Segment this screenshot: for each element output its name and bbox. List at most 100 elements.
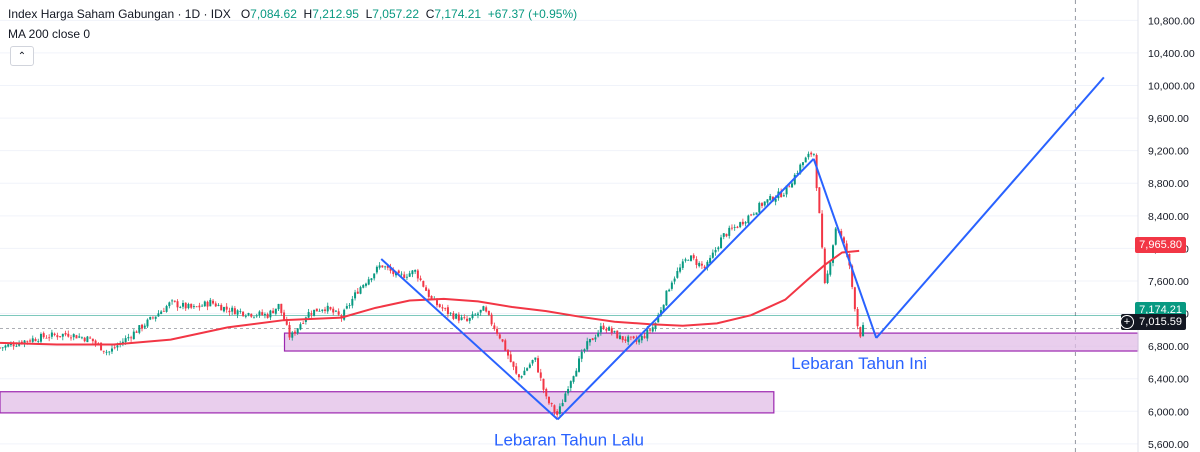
candle-body <box>337 311 340 315</box>
candle-body <box>37 341 40 343</box>
candle-body <box>676 270 679 278</box>
candle-body <box>242 311 245 316</box>
candle-body <box>386 265 389 268</box>
open-label: O <box>240 7 251 21</box>
candle-body <box>627 336 630 342</box>
candle-body <box>89 337 92 339</box>
candle-body <box>509 354 512 363</box>
candle-body <box>750 214 753 216</box>
candle-body <box>810 152 813 155</box>
candle-body <box>569 381 572 388</box>
candle-body <box>162 310 165 312</box>
candle-body <box>761 203 764 206</box>
candle-body <box>449 312 452 314</box>
candle-body <box>539 372 542 378</box>
candle-body <box>638 339 641 343</box>
candle-body <box>793 174 796 185</box>
candle-body <box>460 317 463 321</box>
candle-body <box>231 307 234 312</box>
candle-body <box>310 313 313 315</box>
candle-body <box>403 274 406 278</box>
candle-body <box>739 222 742 228</box>
support-zone-2 <box>283 332 1139 352</box>
candle-body <box>70 337 73 339</box>
candle-body <box>531 360 534 364</box>
candle-body <box>665 290 668 306</box>
symbol-title[interactable]: Index Harga Saham Gabungan · 1D · IDX <box>8 7 231 21</box>
candle-body <box>485 307 488 312</box>
candle-body <box>616 330 619 339</box>
candle-body <box>758 202 761 213</box>
candle-body <box>29 340 32 342</box>
candle-body <box>154 316 157 319</box>
candle-body <box>244 315 247 317</box>
candle-body <box>512 361 515 367</box>
y-tick-label: 6,800.00 <box>1148 341 1189 353</box>
y-tick-label: 10,400.00 <box>1148 48 1195 60</box>
candle-body <box>728 227 731 236</box>
candle-body <box>23 340 26 345</box>
y-tick-label: 6,000.00 <box>1148 406 1189 418</box>
candle-body <box>209 299 212 307</box>
candle-body <box>31 338 34 342</box>
candle-body <box>537 358 540 373</box>
candle-body <box>580 351 583 359</box>
candle-body <box>856 309 859 327</box>
candle-body <box>621 336 624 341</box>
candle-body <box>703 266 706 269</box>
candle-body <box>829 262 832 275</box>
candle-body <box>416 270 419 279</box>
candle-body <box>575 370 578 377</box>
trend-line-2 <box>556 158 815 421</box>
candle-body <box>288 325 291 338</box>
candle-body <box>72 334 75 338</box>
support-zone-1 <box>0 391 775 414</box>
annotation-label-1: Lebaran Tahun Lalu <box>494 430 644 449</box>
candle-body <box>695 259 698 265</box>
candle-body <box>441 307 444 309</box>
chevron-up-icon: ⌃ <box>17 50 27 62</box>
candle-body <box>324 309 327 311</box>
candle-body <box>812 153 815 155</box>
candle-body <box>446 307 449 315</box>
candle-body <box>550 403 553 405</box>
collapse-legend-button[interactable]: ⌃ <box>10 46 34 66</box>
candle-body <box>782 195 785 197</box>
candle-body <box>474 314 477 316</box>
candle-body <box>597 332 600 337</box>
candle-body <box>113 347 116 349</box>
candle-body <box>201 305 204 307</box>
candle-body <box>127 337 130 339</box>
candle-body <box>657 314 660 323</box>
candle-body <box>321 309 324 311</box>
candle-body <box>736 226 739 228</box>
candle-body <box>302 323 305 324</box>
open-value: 7,084.62 <box>250 7 297 21</box>
candle-body <box>359 287 362 294</box>
candle-body <box>730 227 733 229</box>
ma-price-tag: 7,965.80 <box>1135 237 1186 253</box>
candle-body <box>50 332 53 337</box>
candle-body <box>378 265 381 268</box>
candle-body <box>640 336 643 341</box>
candle-body <box>53 333 56 335</box>
indicator-label[interactable]: MA 200 close 0 <box>8 27 91 41</box>
candle-body <box>517 374 520 378</box>
candle-body <box>807 153 810 158</box>
candle-body <box>452 313 455 319</box>
candle-body <box>741 221 744 225</box>
candle-body <box>160 311 163 315</box>
candle-body <box>788 186 791 188</box>
candle-body <box>801 162 804 166</box>
candle-body <box>0 347 1 349</box>
candle-body <box>313 309 316 316</box>
candle-body <box>572 376 575 382</box>
crosshair-price-tag[interactable]: 7,015.59 <box>1121 314 1186 330</box>
low-value: 7,057.22 <box>372 7 420 21</box>
candle-body <box>834 228 837 245</box>
candle-body <box>173 300 176 302</box>
add-plus-icon[interactable]: + <box>1120 315 1134 329</box>
candle-body <box>498 334 501 339</box>
candle-body <box>4 345 7 348</box>
